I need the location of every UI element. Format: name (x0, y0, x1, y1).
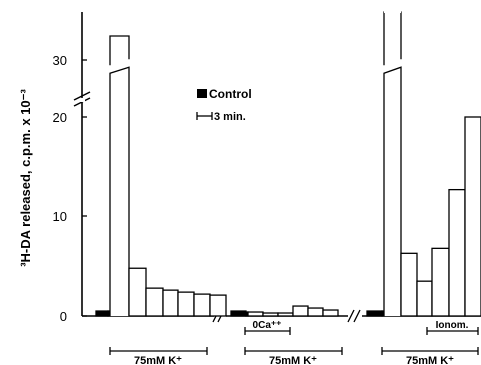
bar-stimulated (416, 280, 433, 317)
bar-stimulated (262, 312, 279, 317)
bar-stimulated (247, 311, 264, 317)
bar-control (366, 310, 383, 317)
y-tick-label: 30 (53, 53, 67, 68)
y-tick-label: 20 (53, 110, 67, 125)
bar-stimulated (322, 309, 339, 317)
x-axis-break-mark (353, 309, 361, 323)
bar-control (95, 310, 109, 317)
x-axis-break-mark (347, 309, 355, 323)
y-tick-label: 0 (60, 309, 67, 324)
bar-stimulated (109, 66, 130, 316)
bar-stimulated (448, 188, 466, 317)
bar-stimulated (464, 116, 481, 317)
inner-bracket-label-ca: 0Ca⁺⁺ (253, 320, 282, 331)
y-axis-break-mark (73, 91, 91, 101)
bar-stimulated (145, 287, 164, 317)
bar-stimulated (162, 289, 179, 317)
bar-stimulated-upper (109, 35, 130, 66)
stim-bracket-label-3: 75mM K⁺ (406, 355, 454, 365)
bar-stimulated (193, 293, 211, 317)
bar-control (230, 310, 247, 317)
bar-stimulated (400, 252, 418, 317)
bar-stimulated (209, 294, 227, 317)
y-axis-label: ³H-DA released, c.p.m. x 10⁻³ (18, 89, 33, 267)
bar-stimulated (128, 267, 147, 317)
legend-control-swatch (197, 89, 207, 98)
bar-stimulated (307, 307, 324, 317)
bar-stimulated (292, 305, 309, 317)
stim-bracket-label-1: 75mM K⁺ (134, 355, 182, 365)
bar-stimulated (277, 312, 294, 317)
legend-control-label: Control (209, 87, 252, 101)
bar-stimulated-upper (383, 11, 402, 66)
bar-stimulated (431, 247, 450, 317)
bar-stimulated (177, 291, 195, 317)
bar-stimulated (383, 66, 402, 316)
stim-bracket-label-2: 75mM K⁺ (269, 355, 317, 365)
inner-bracket-label-ionom: Ionom. (436, 320, 469, 331)
legend-scale-label: 3 min. (214, 111, 246, 123)
y-tick-label: 10 (53, 209, 67, 224)
